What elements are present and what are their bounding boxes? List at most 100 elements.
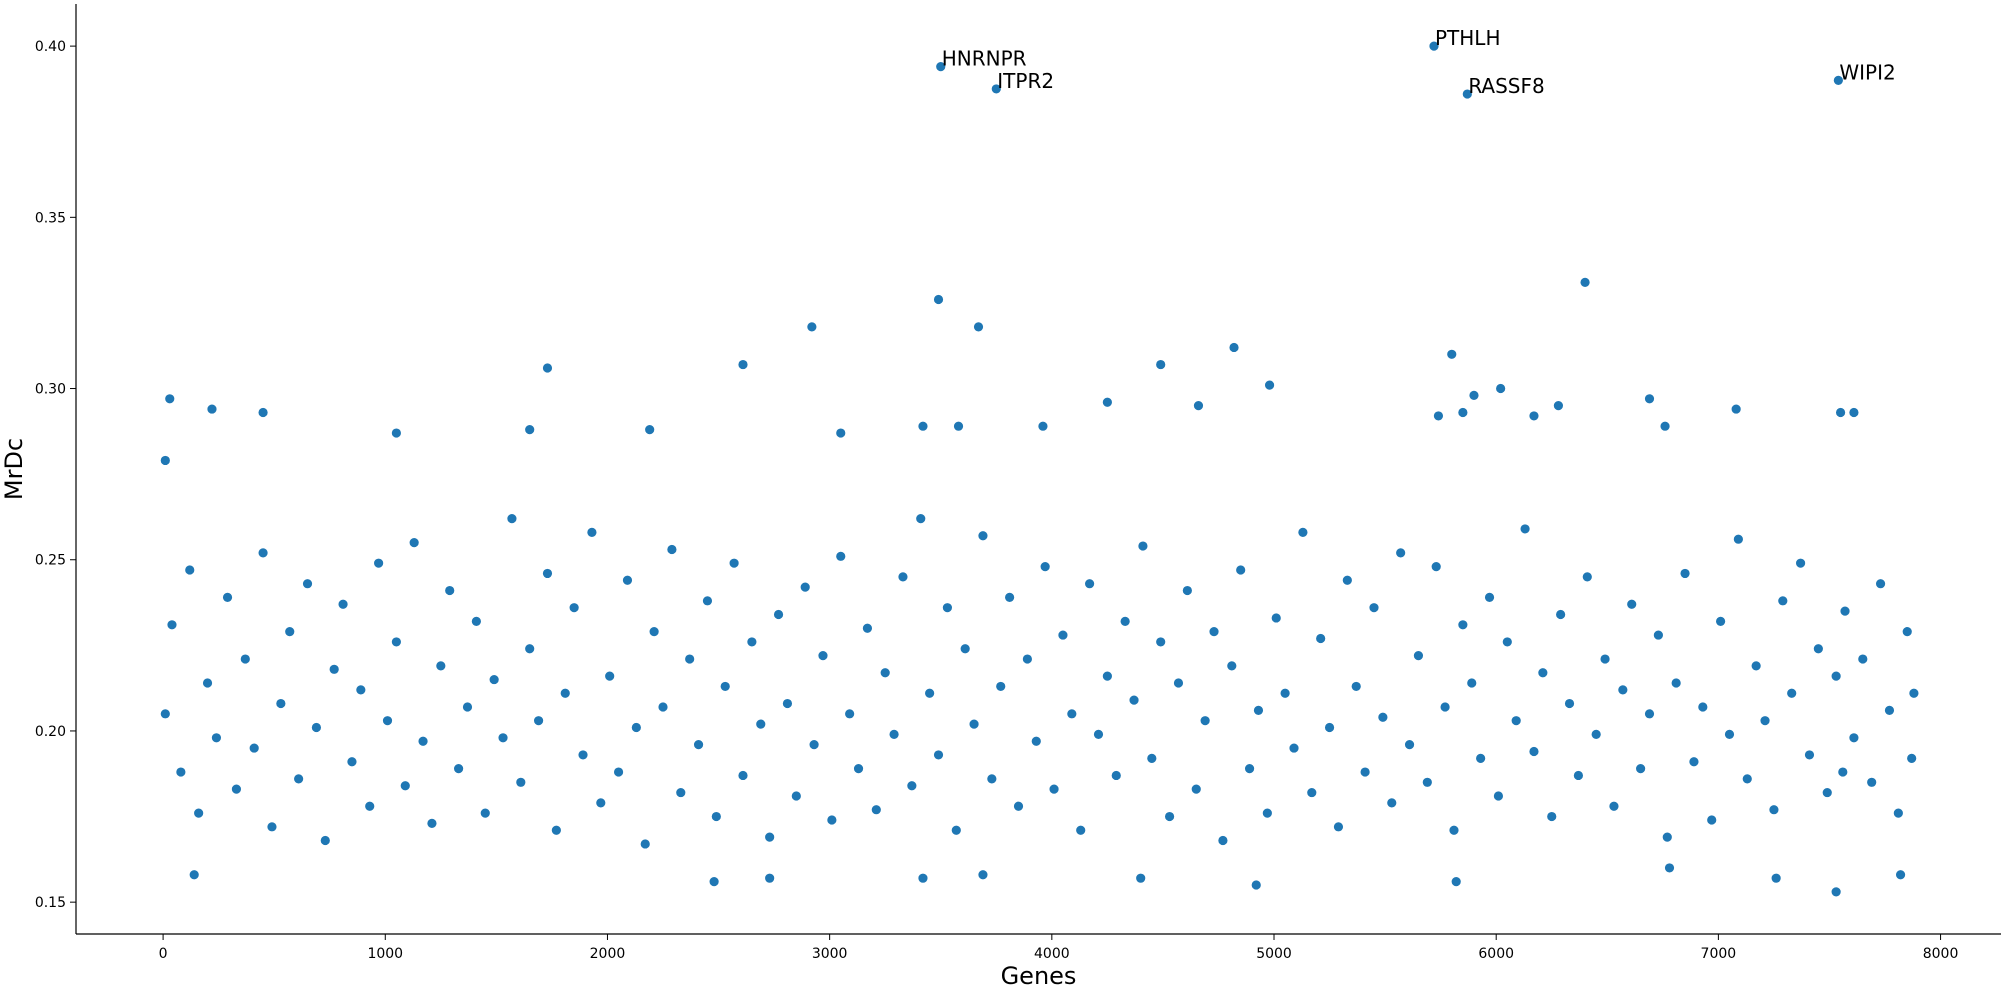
point [1528, 410, 1540, 422]
point [1644, 708, 1655, 720]
point [266, 821, 278, 833]
point [1146, 752, 1158, 764]
point [684, 653, 696, 665]
point [1075, 824, 1087, 836]
point [1730, 403, 1742, 415]
point [524, 643, 536, 655]
point [1839, 605, 1851, 617]
point [1446, 348, 1458, 360]
point [515, 776, 527, 788]
point [1250, 879, 1262, 891]
point [933, 749, 944, 761]
point [542, 362, 553, 374]
point [1155, 359, 1167, 370]
point [1039, 561, 1051, 572]
point [1057, 629, 1069, 641]
point [426, 817, 438, 829]
point [1892, 807, 1904, 819]
point [693, 739, 704, 751]
point [1386, 797, 1398, 809]
point [559, 687, 571, 699]
point [1461, 88, 1473, 100]
point [1546, 811, 1558, 822]
point [164, 393, 176, 405]
annotation: ITPR2 [997, 69, 1054, 93]
point [1173, 677, 1184, 689]
point [1333, 821, 1344, 833]
point [1581, 571, 1593, 583]
point [1228, 342, 1240, 353]
point [1450, 876, 1462, 888]
point [897, 571, 909, 583]
point [1732, 533, 1744, 545]
point [1128, 694, 1140, 706]
point [1021, 653, 1033, 665]
point [435, 660, 447, 672]
point [373, 557, 385, 569]
point [328, 663, 340, 675]
y-tick-label: 0.20 [35, 724, 66, 740]
point [1315, 633, 1327, 644]
point [1832, 74, 1844, 86]
point [399, 780, 411, 792]
point [542, 568, 553, 579]
point [1264, 379, 1275, 391]
point [1804, 749, 1815, 761]
x-tick-label: 1000 [367, 946, 403, 962]
point [444, 585, 456, 596]
point [1608, 800, 1620, 812]
point [1475, 752, 1487, 764]
point [1741, 773, 1753, 785]
point [808, 739, 820, 751]
point [417, 735, 429, 747]
point [630, 722, 642, 733]
point [1493, 790, 1504, 802]
point [737, 770, 749, 781]
x-axis-label: Genes [1001, 962, 1077, 988]
point [1341, 574, 1353, 586]
point [853, 763, 864, 775]
point [915, 513, 927, 525]
x-tick-label: 7000 [1701, 946, 1737, 962]
point [533, 715, 544, 727]
point [1635, 763, 1647, 775]
point [222, 592, 233, 603]
x-tick-label: 3000 [812, 946, 848, 962]
point [1579, 276, 1591, 288]
point [1359, 766, 1371, 778]
point [1030, 735, 1042, 747]
point [1430, 561, 1442, 572]
point [648, 626, 660, 638]
x-tick-label: 5000 [1256, 946, 1292, 962]
point [390, 636, 402, 648]
point [355, 684, 367, 696]
point [1101, 396, 1113, 408]
point [968, 718, 980, 730]
point [159, 455, 171, 466]
point [1857, 653, 1869, 665]
point [1830, 670, 1842, 682]
point [942, 602, 953, 614]
point [1466, 677, 1478, 689]
point [1270, 612, 1282, 624]
point [990, 83, 1002, 95]
point [1519, 523, 1531, 535]
point [595, 797, 607, 809]
point [773, 609, 784, 620]
point [1759, 715, 1771, 727]
point [586, 526, 598, 538]
point [790, 790, 802, 802]
point [506, 513, 518, 525]
point [862, 622, 873, 634]
point [1652, 629, 1664, 641]
point [835, 550, 847, 562]
point [1261, 807, 1273, 819]
point [1084, 578, 1096, 590]
point [1137, 540, 1149, 552]
point [1306, 787, 1318, 798]
point [746, 636, 758, 648]
point [462, 701, 473, 713]
point [346, 756, 358, 768]
point [1510, 715, 1522, 727]
point [175, 766, 187, 778]
